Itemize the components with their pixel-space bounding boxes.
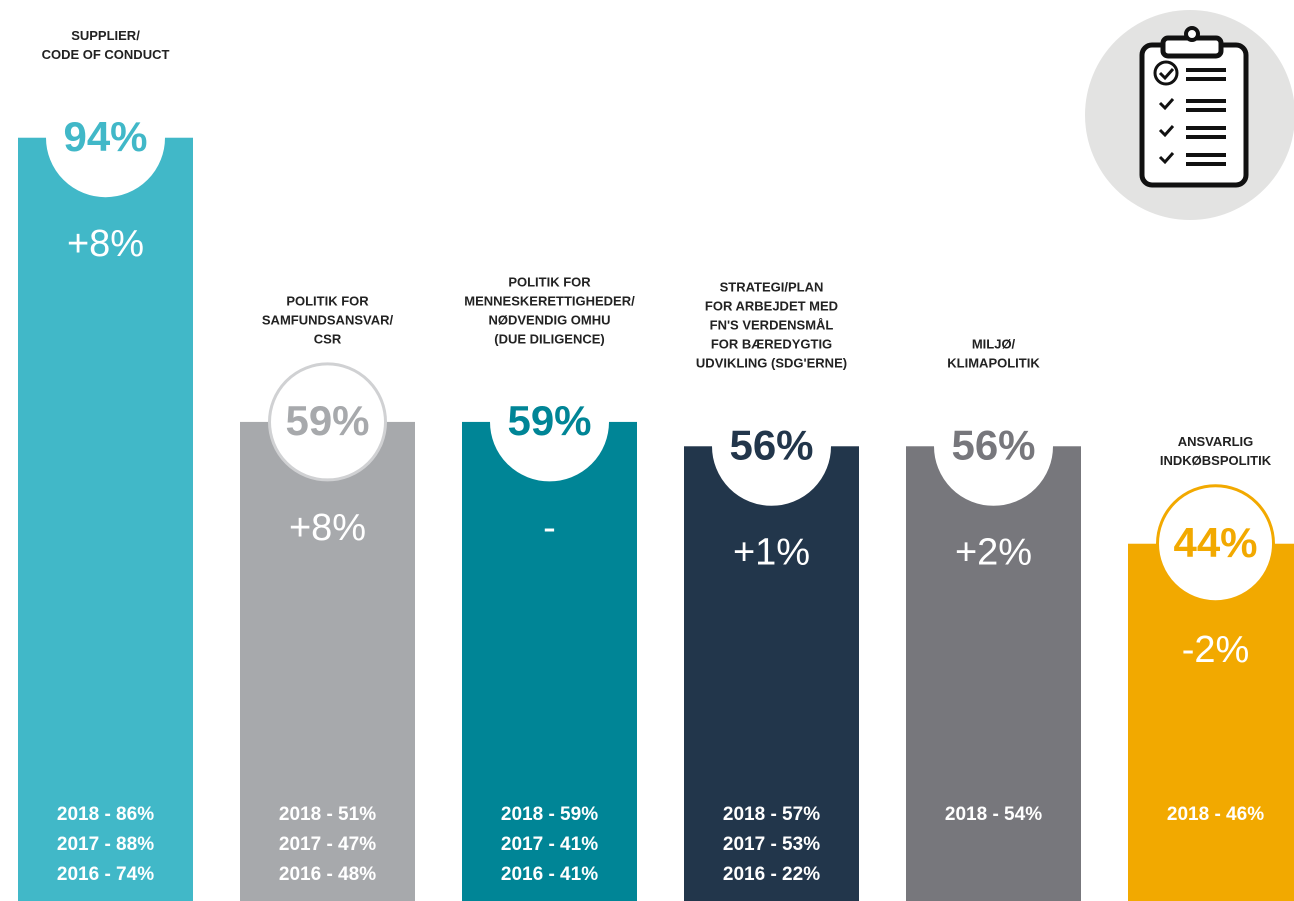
bar xyxy=(1128,543,1294,901)
history-label: 2016 - 22% xyxy=(723,864,820,885)
bar xyxy=(240,421,415,901)
value-label: 44% xyxy=(1173,519,1257,566)
bar xyxy=(462,421,637,901)
history-label: 2018 - 54% xyxy=(945,804,1042,825)
category-label: (DUE DILIGENCE) xyxy=(494,331,605,346)
category-label: KLIMAPOLITIK xyxy=(947,356,1040,371)
category-label: FOR ARBEJDET MED xyxy=(705,299,838,314)
value-circle xyxy=(268,362,387,482)
history-label: 2017 - 53% xyxy=(723,834,820,855)
category-label: FN'S VERDENSMÅL xyxy=(710,318,834,333)
category-label: MILJØ/ xyxy=(972,337,1016,352)
value-circle xyxy=(934,386,1053,506)
category-label: CSR xyxy=(314,331,342,346)
category-label: NØDVENDIG OMHU xyxy=(488,312,610,327)
clipboard-icon xyxy=(1085,10,1294,220)
category-label: SAMFUNDSANSVAR/ xyxy=(262,312,394,327)
category-label: FOR BÆREDYGTIG xyxy=(711,337,832,352)
value-label: 56% xyxy=(951,421,1035,468)
category-label: ANSVARLIG xyxy=(1178,434,1254,449)
change-label: - xyxy=(543,507,556,549)
value-circle xyxy=(46,78,165,198)
history-label: 2018 - 86% xyxy=(57,804,154,825)
history-label: 2017 - 47% xyxy=(279,834,376,855)
history-label: 2016 - 48% xyxy=(279,864,376,885)
change-label: +8% xyxy=(67,223,144,265)
change-label: +8% xyxy=(289,507,366,549)
category-label: POLITIK FOR xyxy=(286,293,369,308)
history-label: 2018 - 46% xyxy=(1167,804,1264,825)
value-label: 56% xyxy=(729,421,813,468)
category-label: CODE OF CONDUCT xyxy=(42,47,170,62)
history-label: 2018 - 59% xyxy=(501,804,598,825)
category-label: MENNESKERETTIGHEDER/ xyxy=(464,293,635,308)
history-label: 2018 - 51% xyxy=(279,804,376,825)
history-label: 2017 - 88% xyxy=(57,834,154,855)
value-label: 59% xyxy=(507,397,591,444)
value-label: 94% xyxy=(63,113,147,160)
category-label: INDKØBSPOLITIK xyxy=(1160,453,1272,468)
history-label: 2017 - 41% xyxy=(501,834,598,855)
category-label: STRATEGI/PLAN xyxy=(720,280,824,295)
value-circle xyxy=(712,386,831,506)
bar xyxy=(18,137,193,901)
category-label: SUPPLIER/ xyxy=(71,28,140,43)
change-label: +2% xyxy=(955,531,1032,573)
category-label: UDVIKLING (SDG'ERNE) xyxy=(696,356,847,371)
value-circle xyxy=(1156,484,1275,604)
value-label: 59% xyxy=(285,397,369,444)
history-label: 2016 - 74% xyxy=(57,864,154,885)
value-circle xyxy=(490,362,609,482)
history-label: 2018 - 57% xyxy=(723,804,820,825)
category-label: POLITIK FOR xyxy=(508,274,591,289)
change-label: +1% xyxy=(733,531,810,573)
history-label: 2016 - 41% xyxy=(501,864,598,885)
bar xyxy=(684,446,859,901)
bar xyxy=(906,446,1081,901)
change-label: -2% xyxy=(1182,629,1250,671)
